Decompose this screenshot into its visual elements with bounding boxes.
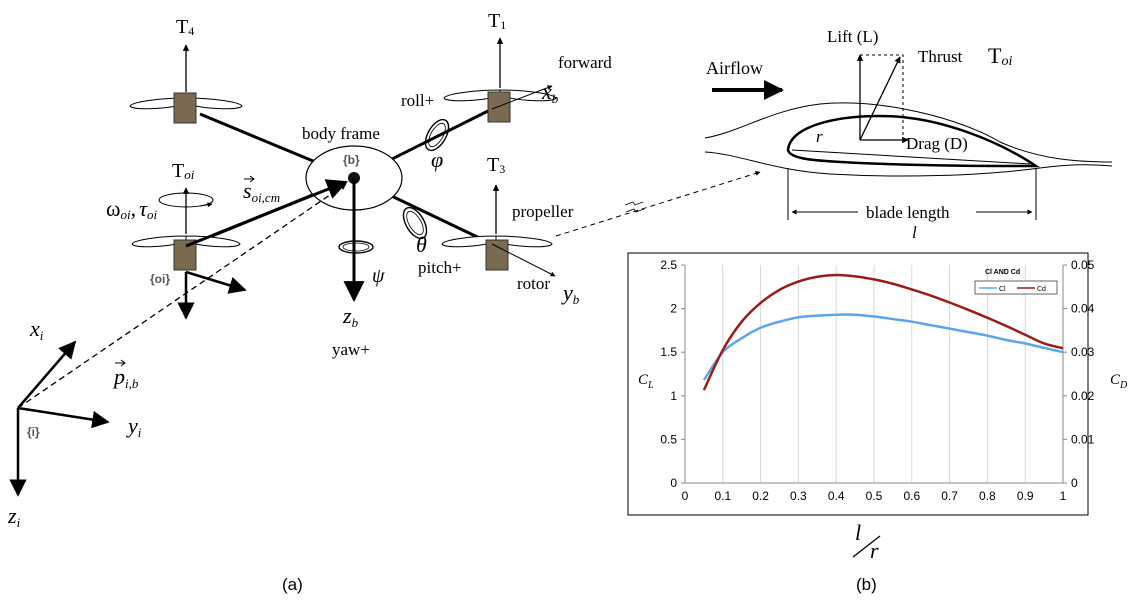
label-T3: T3 [487,154,505,176]
streamline-bottom [704,151,1113,177]
streamline-top [704,102,1113,163]
caption-a: (a) [282,575,303,594]
chart-y-ticks-left: 0 0.5 1 1.5 2 2.5 [660,258,685,490]
y-tick-label-left: 1 [670,389,677,403]
label-lift: Lift (L) [827,27,878,46]
legend-label-cd: Cd [1037,286,1046,293]
label-b-frame: {b} [343,153,360,167]
label-yaw: yaw+ [332,340,370,359]
label-forward: forward [558,53,612,72]
panel-a-quadrotor: T4 T1 T3 Toi forward xb roll+ φ body fra… [7,10,761,594]
y-tick-label-left: 1.5 [660,345,677,359]
label-i-frame: {i} [27,425,40,439]
label-airflow: Airflow [706,58,763,78]
x-tick-label: 0.5 [866,489,883,503]
series-line-cd [702,273,1064,391]
x-tick-label: 0.6 [903,489,920,503]
x-tick-label: 0.7 [941,489,958,503]
label-thrust: Thrust [918,47,963,66]
label-pitch: pitch+ [418,258,462,277]
y-tick-label-right: 0.02 [1071,389,1095,403]
x-tick-label: 0.4 [828,489,845,503]
label-T1: T1 [488,10,506,32]
label-r: r [816,127,823,146]
x-tick-label: 0.9 [1017,489,1034,503]
panel-b-airfoil: Lift (L) Thrust Toi Airflow r Drag (D) b… [704,27,1113,242]
panel-b-chart: 0 0.1 0.2 0.3 0.4 0.5 0.6 0.7 0.8 0.9 1 0 0.5 1 1.5 2 2… [627,252,1128,594]
y-tick-label-right: 0.01 [1071,432,1095,446]
xlabel-numerator: l [855,520,861,545]
y-tick-label-right: 0.04 [1071,302,1095,316]
rotor-oi [131,187,241,271]
chart-title: Cl AND Cd [985,269,1020,276]
rotor-1 [443,37,557,123]
label-s-vector: soi,cm [243,178,280,205]
series-line-cl [702,313,1064,381]
y-tick-label-right: 0 [1071,476,1078,490]
chart-y-ticks-right: 0 0.01 0.02 0.03 0.04 0.05 [1063,258,1095,490]
caption-b: (b) [856,575,877,594]
label-T4: T4 [176,16,194,38]
y-tick-label-left: 2.5 [660,258,677,272]
label-zi: zi [7,503,21,530]
x-tick-label: 0.2 [752,489,769,503]
x-tick-label: 1 [1060,489,1067,503]
x-tick-label: 0.3 [790,489,807,503]
chart-gridlines [722,265,1064,483]
label-thrust-Toi: Toi [988,43,1012,69]
y-tick-label-left: 0.5 [660,432,677,446]
label-xb: xb [541,79,559,106]
panel-a-labels: T4 T1 T3 Toi forward xb roll+ φ body fra… [7,10,612,594]
label-blade-length: blade length [866,203,950,222]
x-tick-label: 0.8 [979,489,996,503]
yaw-rotation-ring [338,240,374,254]
y-tick-label-right: 0.03 [1071,345,1095,359]
body-axes [343,85,556,303]
label-psi: ψ [372,265,385,287]
ylabel-left: CL [638,372,654,391]
s-vector-arrow [185,179,348,248]
y-tick-label-left: 2 [670,302,677,316]
label-Toi: Toi [172,160,195,182]
rotor-3 [441,184,553,271]
label-l: l [912,223,917,242]
label-drag: Drag (D) [906,134,968,153]
label-xi: xi [29,316,44,343]
rotor-4 [129,44,243,124]
label-rotor: rotor [517,274,550,293]
pitch-rotation-ring [402,206,428,240]
label-yi: yi [126,413,142,440]
xlabel-denominator: r [870,538,879,563]
legend-label-cl: Cl [999,286,1006,293]
x-tick-label: 0.1 [714,489,731,503]
x-tick-label: 0 [682,489,689,503]
label-p-vector: pi,b [112,364,139,391]
chart-axes [684,265,1064,484]
label-roll: roll+ [401,91,434,110]
chart-frame [627,252,1089,516]
label-phi: φ [431,147,443,172]
roll-rotation-ring [424,118,450,152]
p-vector-arrow [17,183,347,409]
chart-series [702,273,1064,391]
thrust-arrow [859,56,901,141]
label-zb: zb [342,303,359,330]
chart-legend: Cl AND Cd Cl Cd [974,269,1058,295]
ylabel-right: CD [1110,372,1128,391]
inertial-frame-axes [9,340,110,497]
label-yb: yb [561,280,580,307]
label-omega-tau: ωoi, τoi [106,196,157,222]
label-propeller: propeller [512,202,574,221]
label-body-frame: body frame [302,124,380,143]
label-theta: θ [416,232,427,257]
y-tick-label-right: 0.05 [1071,258,1095,272]
chart-x-ticks: 0 0.1 0.2 0.3 0.4 0.5 0.6 0.7 0.8 0.9 1 [682,489,1067,503]
label-oi-frame: {oi} [150,272,170,286]
y-tick-label-left: 0 [670,476,677,490]
oi-frame-axes [177,270,247,320]
